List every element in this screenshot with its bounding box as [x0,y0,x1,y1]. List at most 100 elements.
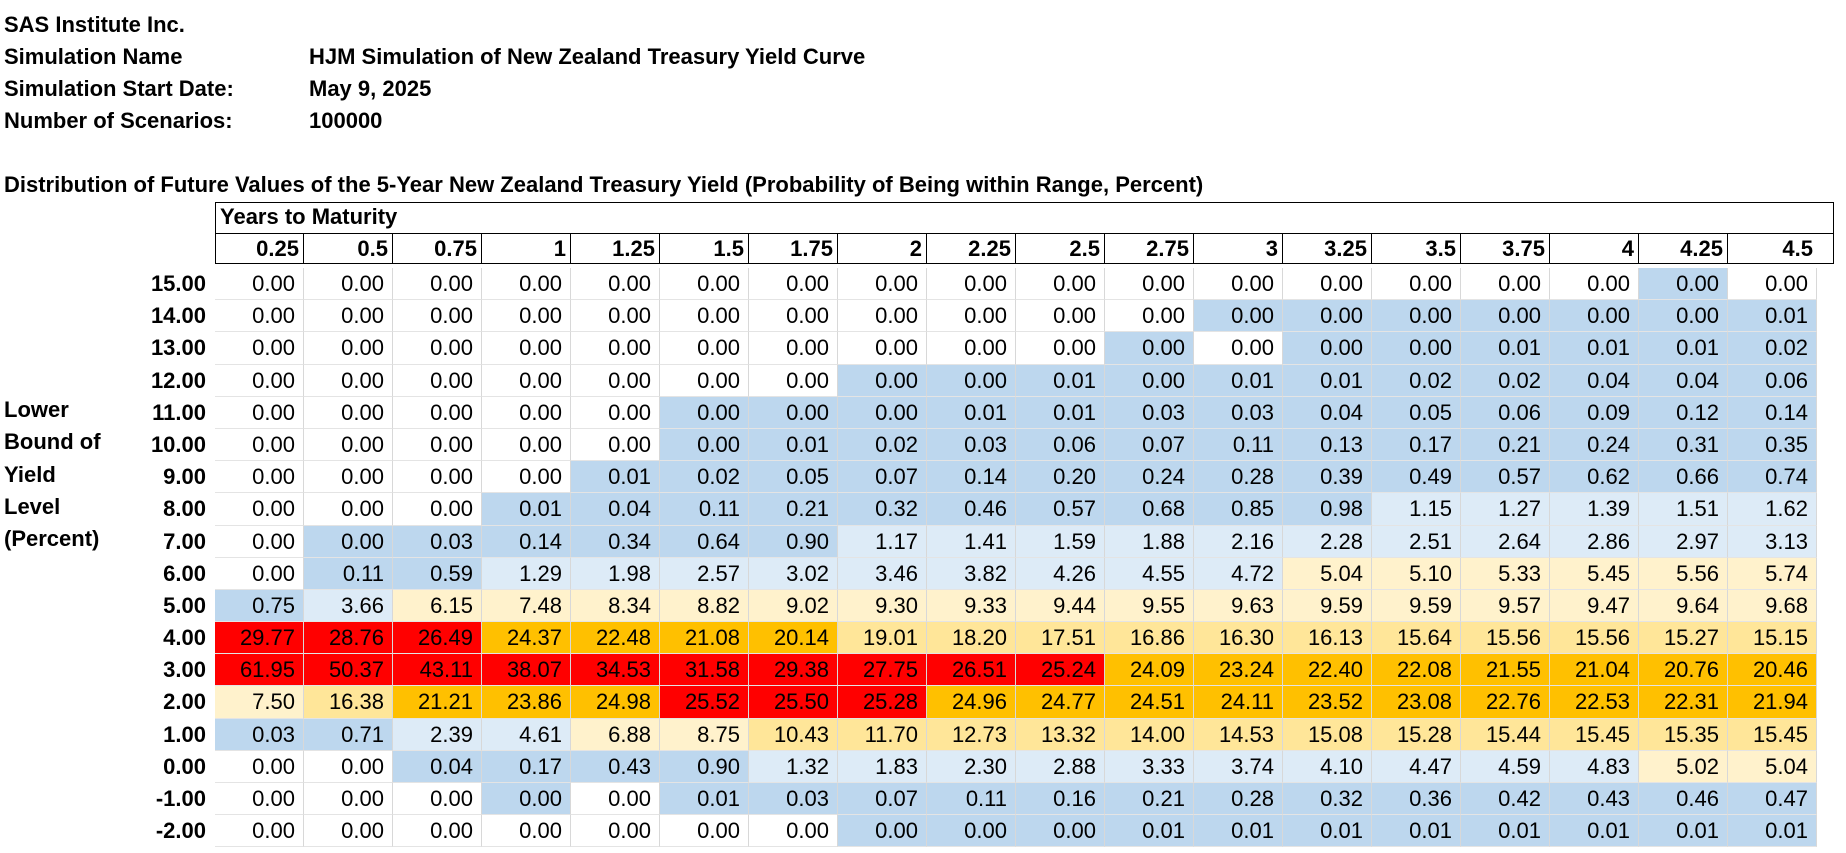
maturity-column-header: 2.5 [1016,234,1105,264]
table-cell: 0.00 [927,815,1016,848]
table-cell: 0.04 [393,750,482,783]
table-cell: 0.05 [1372,396,1461,429]
table-cell: 3.46 [838,557,927,590]
table-cell: 0.90 [749,525,838,558]
table-cell: 0.14 [927,461,1016,494]
table-cell: 20.14 [749,622,838,655]
table-cell: 9.57 [1461,589,1550,623]
table-cell: 15.45 [1550,718,1639,751]
yield-label-line: Bound of [4,429,101,455]
table-cell: 0.00 [571,300,660,333]
table-cell: 0.00 [393,783,482,816]
maturity-column-header: 1.25 [571,234,660,264]
table-cell: 15.64 [1372,622,1461,655]
table-cell: 16.13 [1283,622,1372,655]
maturity-column-header: 4.5 [1782,236,1813,261]
table-row: 6.00 0.00 0.11 0.59 1.29 1.98 2.57 3.02 3.46 3.82… [163,557,1817,590]
probability-grid: 15.00 0.00 0.00 0.00 0.00 0.00 0.00 0.00 0.00 0.0… [151,268,1817,848]
row-label: 14.00 [150,303,206,329]
table-cell: 0.14 [482,525,571,558]
table-cell: 0.04 [1550,364,1639,397]
table-cell: 0.00 [1194,268,1283,301]
table-cell: 0.24 [1105,461,1194,494]
table-cell: 0.00 [571,364,660,397]
maturity-column-header: 3.25 [1283,234,1372,264]
maturity-column-header: 3.75 [1461,234,1550,264]
table-row: 2.00 7.50 16.38 21.21 23.86 24.98 25.52 25.50 25… [163,686,1817,719]
maturity-caption: Years to Maturity [220,204,398,229]
table-cell: 5.33 [1461,557,1550,590]
table-cell: 0.05 [749,461,838,494]
table-cell: 0.00 [215,300,304,333]
table-cell: 0.00 [838,815,927,848]
yield-label-line: Yield [4,461,56,487]
table-cell: 0.00 [215,783,304,816]
table-cell: 0.00 [838,300,927,333]
scenarios-label: Number of Scenarios: [4,108,233,133]
table-cell: 2.86 [1550,525,1639,558]
table-cell: 0.00 [1372,300,1461,333]
maturity-column-header: 3.5 [1372,234,1461,264]
row-label: -2.00 [155,818,206,844]
table-cell: 0.00 [304,493,393,526]
table-cell: 0.04 [1283,396,1372,429]
table-cell: 1.41 [927,525,1016,558]
table-cell: 4.59 [1461,750,1550,783]
table-cell: 23.08 [1372,686,1461,719]
table-cell: 0.00 [1372,332,1461,365]
table-cell: 0.00 [660,332,749,365]
table-cell: 0.49 [1372,461,1461,494]
table-cell: 0.00 [215,364,304,397]
table-cell: 0.02 [1461,364,1550,397]
table-cell: 0.00 [393,461,482,494]
table-cell: 0.68 [1105,493,1194,526]
table-cell: 0.90 [660,750,749,783]
table-cell: 9.30 [838,589,927,623]
table-cell: 0.00 [1016,332,1105,365]
table-cell: 0.00 [749,396,838,429]
table-cell: 0.01 [482,493,571,526]
table-cell: 0.17 [482,750,571,783]
maturity-column-header: 1 [482,234,571,264]
row-label: 5.00 [163,592,206,618]
table-cell: 23.86 [482,686,571,719]
table-row: 14.00 0.00 0.00 0.00 0.00 0.00 0.00 0.00 0.00 0.0… [151,300,1817,333]
table-cell: 0.00 [215,268,304,301]
table-cell: 0.21 [749,493,838,526]
table-cell: 0.01 [660,783,749,816]
table-cell: 4.47 [1372,750,1461,783]
table-cell: 0.85 [1194,493,1283,526]
table-cell: 2.51 [1372,525,1461,558]
table-cell: 0.00 [482,332,571,365]
table-cell: 0.00 [1728,268,1817,301]
table-cell: 6.15 [393,589,482,623]
table-cell: 0.03 [1105,396,1194,429]
simulation-name-label: Simulation Name [4,44,183,69]
table-cell: 19.01 [838,622,927,655]
table-cell: 9.68 [1728,589,1817,623]
table-cell: 1.51 [1639,493,1728,526]
table-cell: 0.00 [304,525,393,558]
table-cell: 0.00 [482,396,571,429]
table-cell: 16.30 [1194,622,1283,655]
table-row: 3.00 61.95 50.37 43.11 38.07 34.53 31.58 29.38 2… [163,654,1817,687]
table-cell: 0.00 [393,300,482,333]
table-cell: 27.75 [838,654,927,687]
table-cell: 0.13 [1283,428,1372,462]
table-cell: 0.01 [927,396,1016,429]
row-label: 10.00 [150,431,206,457]
table-cell: 1.39 [1550,493,1639,526]
row-label: 3.00 [163,657,206,683]
table-cell: 0.00 [215,525,304,558]
table-row: 0.00 0.00 0.00 0.04 0.17 0.43 0.90 1.32 1.83 2.30… [163,750,1817,783]
table-cell: 0.00 [571,332,660,365]
table-cell: 0.03 [1194,396,1283,429]
table-cell: 0.00 [1461,300,1550,333]
table-cell: 25.24 [1016,654,1105,687]
table-cell: 0.00 [215,428,304,462]
table-cell: 0.01 [1283,815,1372,848]
scenarios-value: 100000 [309,108,383,133]
table-row: 12.00 0.00 0.00 0.00 0.00 0.00 0.00 0.00 0.00 0.0… [151,364,1817,397]
table-cell: 0.14 [1728,396,1817,429]
table-cell: 25.52 [660,686,749,719]
